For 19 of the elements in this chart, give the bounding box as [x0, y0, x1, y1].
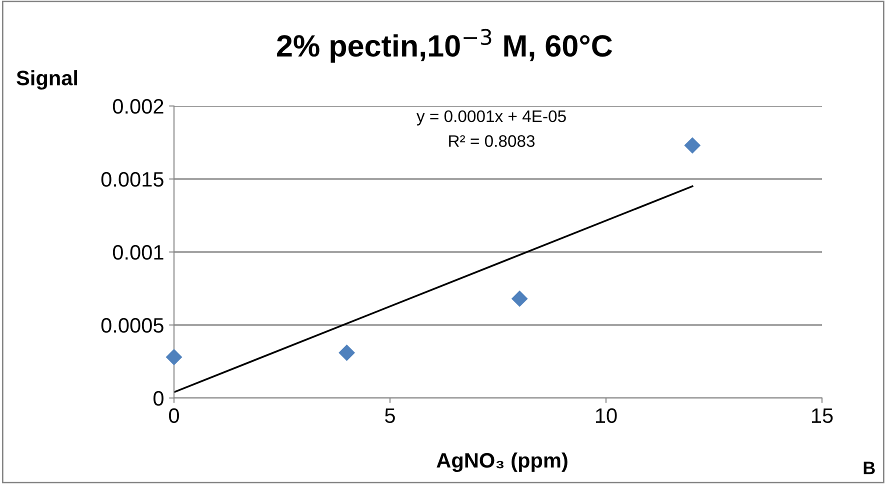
- y-tick-label: 0.0005: [101, 318, 164, 333]
- x-tick-label: 10: [596, 408, 617, 424]
- chart-title: 2% pectin,10$^{−3}$ M, 60°C: [277, 28, 612, 63]
- y-tick-label: 0: [154, 391, 164, 406]
- annotation: R² = 0.8083: [449, 135, 535, 147]
- y-tick-label: 0.002: [112, 99, 164, 114]
- x-axis-title: AgNO₃ (ppm): [436, 452, 568, 472]
- point: [684, 137, 701, 154]
- x-tick-label: 5: [385, 408, 395, 424]
- y-tick-label: 0.0015: [101, 172, 164, 187]
- y-axis-title: Signal: [16, 70, 78, 90]
- y-tick-label: 0.001: [112, 245, 164, 260]
- point: [166, 348, 182, 366]
- point: [338, 344, 356, 361]
- x-tick-label: 15: [812, 408, 833, 424]
- x-tick-label: 0: [169, 408, 179, 424]
- annotation: y = 0.0001x + 4E-05: [416, 110, 566, 126]
- point: [511, 290, 528, 307]
- text: B: [864, 462, 875, 474]
